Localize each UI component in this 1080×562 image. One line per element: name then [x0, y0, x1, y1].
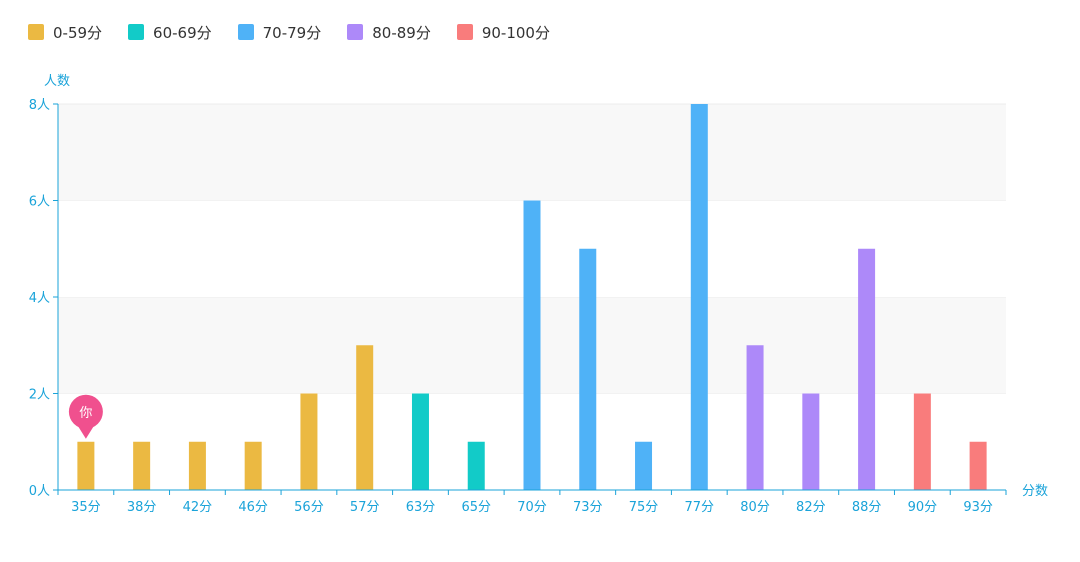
x-tick-label: 46分: [238, 500, 268, 515]
legend-item-0[interactable]: 0-59分: [28, 22, 102, 43]
grid-band: [58, 104, 1006, 201]
x-tick-label: 75分: [629, 500, 659, 515]
legend-item-4[interactable]: 90-100分: [456, 22, 550, 43]
x-tick-label: 90分: [908, 500, 938, 515]
x-tick-label: 88分: [852, 500, 882, 515]
legend: 0-59分 60-69分 70-79分 80-89分 90-100分: [28, 20, 576, 44]
bar-35分[interactable]: [77, 441, 95, 490]
x-tick-label: 42分: [183, 500, 213, 515]
y-tick-label: 4人: [29, 291, 50, 306]
bar-63分[interactable]: [411, 393, 429, 491]
bar-93分[interactable]: [969, 441, 987, 490]
bar-57分[interactable]: [356, 345, 374, 490]
bar-38分[interactable]: [133, 441, 151, 490]
legend-swatch: [347, 24, 364, 40]
x-tick-label: 63分: [406, 500, 436, 515]
bar-56分[interactable]: [300, 393, 318, 491]
bar-90分[interactable]: [913, 393, 931, 491]
legend-label: 80-89分: [372, 23, 431, 42]
x-tick-label: 65分: [461, 500, 491, 515]
legend-swatch: [128, 24, 145, 40]
bar-73分[interactable]: [579, 248, 597, 490]
legend-label: 60-69分: [153, 23, 212, 42]
bar-77分[interactable]: [690, 104, 708, 490]
x-tick-label: 93分: [963, 500, 993, 515]
legend-swatch: [237, 24, 254, 40]
bars: [77, 104, 987, 491]
legend-item-3[interactable]: 80-89分: [347, 22, 431, 43]
axes: 人数 分数: [44, 74, 1048, 499]
legend-swatch: [456, 24, 473, 40]
x-tick-label: 77分: [685, 500, 715, 515]
y-tick-label: 2人: [29, 388, 50, 403]
legend-item-2[interactable]: 70-79分: [237, 22, 322, 43]
x-tick-label: 57分: [350, 500, 380, 515]
marker-label: 你: [79, 406, 92, 421]
bar-82分[interactable]: [802, 393, 820, 491]
legend-label: 70-79分: [262, 23, 322, 42]
y-tick-label: 6人: [29, 195, 50, 210]
bar-42分[interactable]: [188, 441, 206, 490]
legend-item-1[interactable]: 60-69分: [128, 22, 212, 43]
x-axis-title: 分数: [1022, 484, 1048, 499]
y-tick-label: 8人: [29, 98, 50, 113]
y-tick-label: 0人: [29, 484, 50, 499]
bar-88分[interactable]: [858, 248, 876, 490]
you-marker: 你: [68, 394, 103, 439]
x-tick-label: 80分: [740, 500, 770, 515]
x-tick-label: 73分: [573, 500, 603, 515]
bar-80分[interactable]: [746, 345, 764, 490]
bar-65分[interactable]: [467, 441, 485, 490]
legend-label: 90-100分: [481, 23, 550, 42]
legend-swatch: [28, 24, 44, 40]
x-ticks: 35分 38分 42分 46分 56分 57分 63分 65分 70分 73分 75分 77分 80分 8…: [57, 490, 1007, 515]
marker-pin: [68, 394, 103, 429]
y-ticks: 0人 2人 4人 6人 8人: [29, 98, 58, 499]
bar-70分[interactable]: [523, 200, 541, 491]
x-tick-label: 35分: [71, 500, 101, 515]
legend-label: 0-59分: [53, 23, 103, 42]
x-tick-label: 82分: [796, 500, 826, 515]
bar-75分[interactable]: [635, 441, 653, 490]
bar-46分[interactable]: [244, 441, 262, 490]
x-tick-label: 38分: [127, 500, 157, 515]
x-tick-label: 56分: [294, 500, 324, 515]
x-tick-label: 70分: [517, 500, 547, 515]
y-axis-title: 人数: [44, 74, 70, 89]
